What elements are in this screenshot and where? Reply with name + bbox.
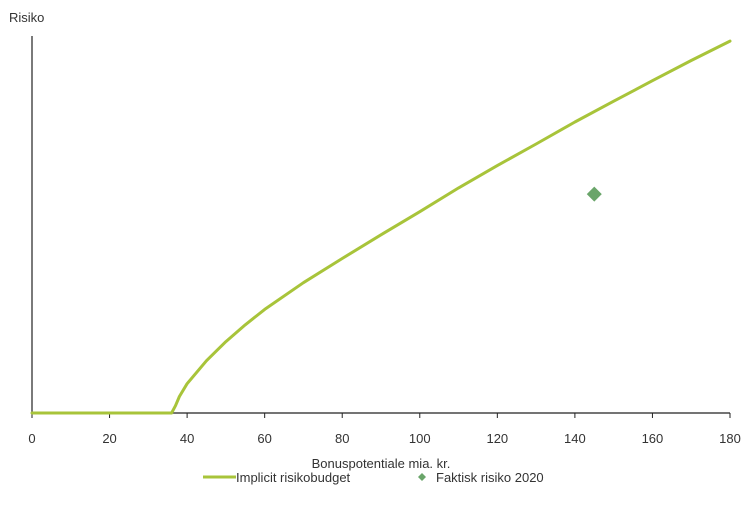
legend-diamond-swatch [418, 473, 426, 481]
legend-label-implicit-risikobudget: Implicit risikobudget [236, 470, 351, 485]
x-tick-labels: 0 20 40 60 80 100 120 140 160 180 [28, 413, 741, 446]
scatter-point-faktisk-risiko-2020 [586, 186, 602, 202]
legend-label-faktisk-risiko-2020: Faktisk risiko 2020 [436, 470, 544, 485]
legend: Implicit risikobudget Faktisk risiko 2020 [203, 470, 544, 485]
y-axis-label: Risiko [9, 10, 44, 25]
x-tick-label: 160 [642, 431, 664, 446]
x-tick-label: 40 [180, 431, 194, 446]
x-tick-label: 60 [257, 431, 271, 446]
x-axis-label: Bonuspotentiale mia. kr. [312, 456, 451, 471]
x-tick-label: 80 [335, 431, 349, 446]
series-line-implicit-risikobudget [30, 39, 732, 415]
x-tick-label: 0 [28, 431, 35, 446]
x-tick-label: 100 [409, 431, 431, 446]
x-tick-label: 20 [102, 431, 116, 446]
plot-area [30, 39, 732, 415]
x-tick-label: 140 [564, 431, 586, 446]
x-tick-label: 180 [719, 431, 741, 446]
x-tick-label: 120 [486, 431, 508, 446]
axes [31, 36, 730, 414]
